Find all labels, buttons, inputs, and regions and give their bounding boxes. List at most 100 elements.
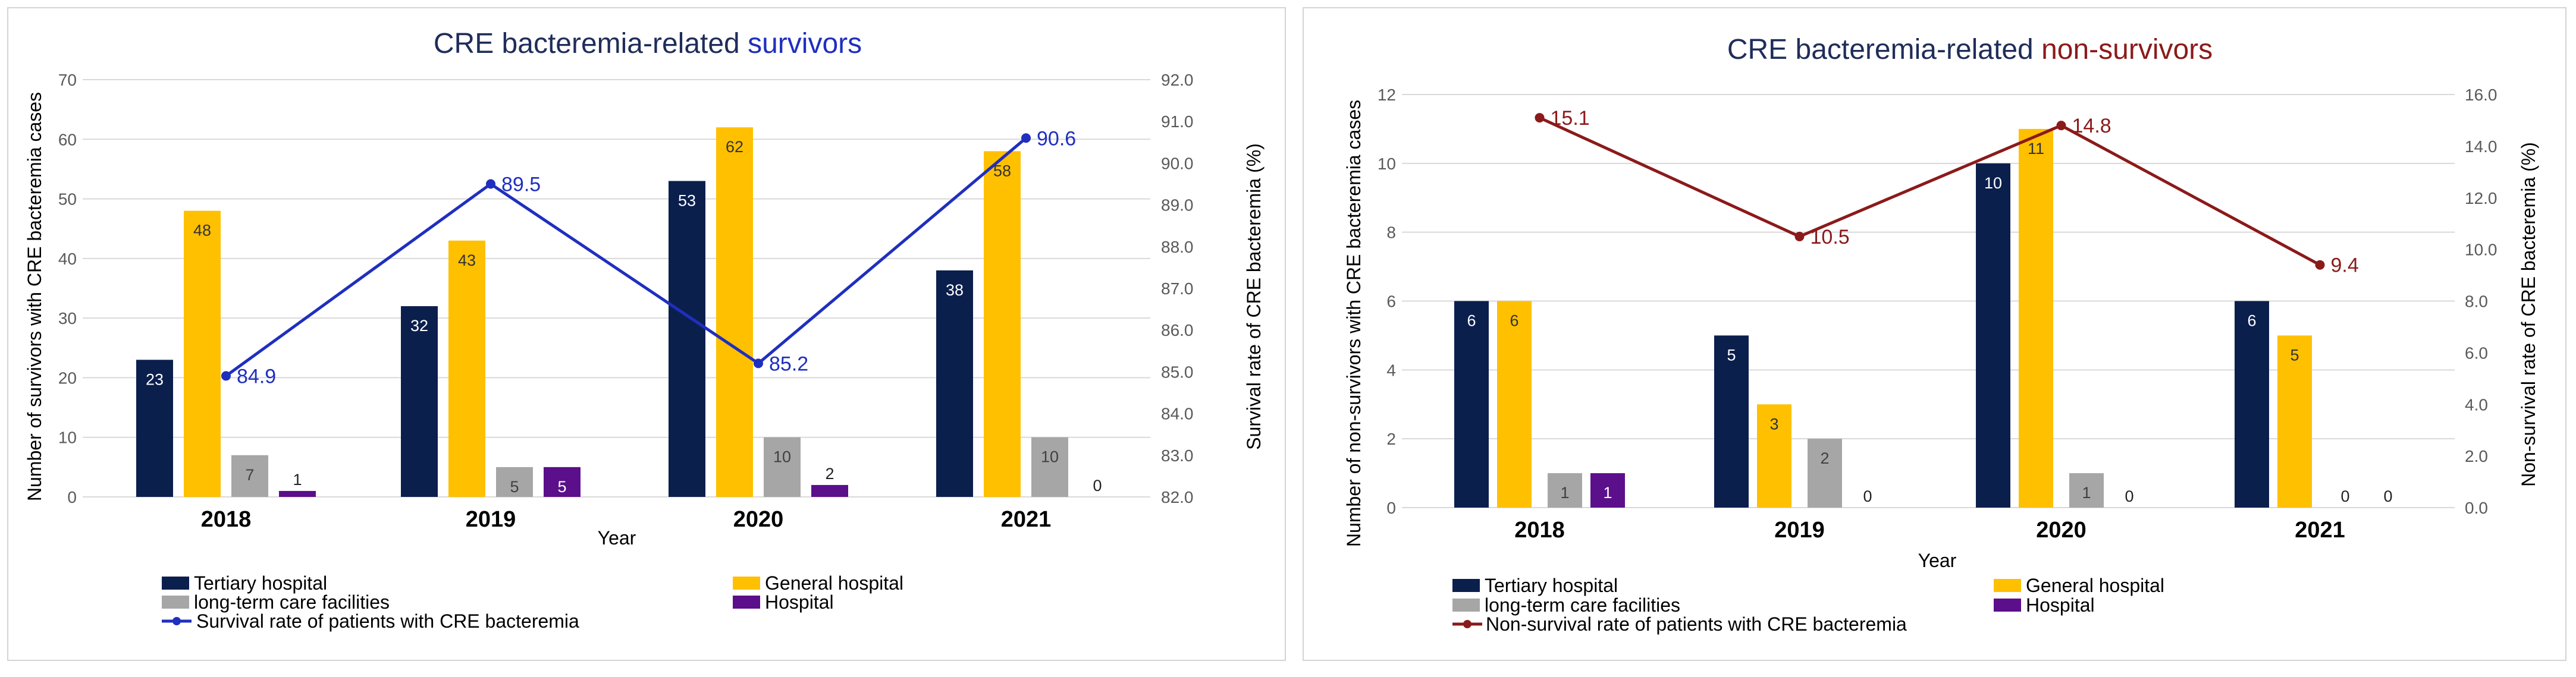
bar-longterm <box>231 455 268 497</box>
y2-tick-label: 90.0 <box>1161 154 1194 172</box>
legend-swatch-hospital <box>733 596 760 609</box>
y-tick-label: 12 <box>1378 86 1396 104</box>
y2-tick-label: 84.0 <box>1161 405 1194 423</box>
bar-value-label: 10 <box>1984 174 2002 192</box>
y-tick-label: 10 <box>58 429 77 447</box>
rate-marker <box>1794 231 1805 241</box>
chart-title-highlight: survivors <box>748 28 862 59</box>
bar-value-label: 7 <box>245 466 254 484</box>
y2-tick-label: 14.0 <box>2465 137 2497 156</box>
y2-tick-label: 91.0 <box>1161 112 1194 131</box>
rate-value-label: 10.5 <box>1811 226 1850 248</box>
legend-marker-survival <box>172 617 181 625</box>
chart-title-plain: CRE bacteremia-related <box>1727 34 2041 65</box>
non-survivors-chart: CRE bacteremia-related non-survivors 0 2 4… <box>1343 34 2539 635</box>
rate-marker <box>2056 121 2066 131</box>
bar-value-label: 1 <box>1560 484 1569 502</box>
bar-value-label: 6 <box>2247 312 2256 330</box>
bar-value-label: 3 <box>1769 415 1778 433</box>
rate-marker <box>1535 113 1545 123</box>
bar-value-label: 1 <box>293 471 302 489</box>
y-tick-label: 6 <box>1386 292 1396 311</box>
rate-marker <box>2315 260 2325 270</box>
y2-tick-label: 2.0 <box>2465 447 2488 465</box>
y2-tick-label: 16.0 <box>2465 86 2497 104</box>
bar-longterm <box>1031 437 1068 497</box>
legend-label-longterm: long-term care facilities <box>194 591 390 613</box>
bar-value-label: 2 <box>825 465 834 483</box>
bar-value-label: 32 <box>410 317 428 335</box>
bar-tertiary <box>136 360 173 497</box>
bar-value-label: 1 <box>2082 484 2091 502</box>
y-tick-label: 0 <box>67 488 77 506</box>
y2-tick-label: 88.0 <box>1161 238 1194 256</box>
y-tick-label: 20 <box>58 369 77 387</box>
chart-title-highlight: non-survivors <box>2041 34 2213 65</box>
bar-value-label: 48 <box>193 222 211 240</box>
x-tick-label: 2020 <box>733 507 784 532</box>
bar-value-label: 5 <box>2290 346 2299 364</box>
bar-value-label: 1 <box>1603 484 1612 502</box>
legend-label-hospital: Hospital <box>765 591 834 613</box>
y-tick-label: 30 <box>58 309 77 328</box>
legend-label-hospital: Hospital <box>2026 594 2095 616</box>
rate-value-label: 85.2 <box>769 352 808 375</box>
bar-value-label: 0 <box>2340 487 2349 505</box>
bar-general <box>2019 128 2053 508</box>
bar-value-label: 6 <box>1510 312 1518 330</box>
survivors-chart-panel: CRE bacteremia-related survivors 0 10 20 30… <box>7 7 1286 661</box>
bar-tertiary <box>2235 301 2269 508</box>
bar-value-label: 5 <box>557 478 566 496</box>
y-tick-label: 40 <box>58 250 77 268</box>
bar-tertiary <box>936 270 973 497</box>
rate-marker <box>1021 133 1031 143</box>
y2-tick-label: 0.0 <box>2465 499 2488 517</box>
bar-value-label: 0 <box>2125 487 2133 505</box>
bar-hospital <box>544 467 581 497</box>
bar-value-label: 2 <box>1820 449 1829 467</box>
legend-label-longterm: long-term care facilities <box>1485 594 1680 616</box>
bar-value-label: 5 <box>510 478 519 496</box>
bar-general <box>1497 301 1532 508</box>
bar-value-label: 38 <box>946 281 964 299</box>
rate-value-label: 15.1 <box>1551 107 1590 130</box>
rate-value-label: 14.8 <box>2072 115 2111 137</box>
y2-tick-label: 12.0 <box>2465 189 2497 207</box>
chart-title-plain: CRE bacteremia-related <box>434 28 748 59</box>
legend-swatch-tertiary <box>1452 579 1480 592</box>
y-tick-label: 0 <box>1386 499 1396 517</box>
legend: Tertiary hospital General hospital long-… <box>162 572 903 632</box>
y2-tick-label: 87.0 <box>1161 279 1194 298</box>
bar-value-label: 0 <box>1093 477 1102 495</box>
bar-value-label: 10 <box>1041 448 1059 466</box>
y-tick-label: 10 <box>1378 155 1396 173</box>
bar-tertiary <box>1714 335 1749 508</box>
y-tick-label: 2 <box>1386 430 1396 448</box>
y2-tick-label: 83.0 <box>1161 446 1194 465</box>
bar-general <box>2277 335 2312 508</box>
rate-marker <box>221 371 231 381</box>
x-tick-label: 2018 <box>201 507 252 532</box>
bar-general <box>448 240 485 497</box>
bar-longterm <box>2069 473 2104 508</box>
legend-swatch-longterm <box>162 596 189 609</box>
x-tick-label: 2018 <box>1514 518 1565 543</box>
bar-tertiary <box>401 306 438 497</box>
bar-longterm <box>1548 473 1582 508</box>
y2-axis-label: Non-survival rate of CRE bacteremia (%) <box>2518 142 2539 487</box>
bar-hospital <box>1590 473 1625 508</box>
legend-swatch-longterm <box>1452 599 1480 612</box>
x-tick-label: 2020 <box>2036 518 2086 543</box>
bar-tertiary <box>1454 301 1489 508</box>
x-tick-label: 2019 <box>1774 518 1825 543</box>
y2-tick-label: 85.0 <box>1161 363 1194 381</box>
y-tick-label: 8 <box>1386 223 1396 242</box>
x-tick-label: 2021 <box>1001 507 1052 532</box>
bar-value-label: 11 <box>2028 140 2044 158</box>
survivors-chart: CRE bacteremia-related survivors 0102030… <box>24 28 1265 632</box>
rate-marker <box>754 358 763 369</box>
bar-value-label: 23 <box>146 370 164 388</box>
bar-hospital <box>811 484 848 497</box>
y-axis-label: Number of non-survivors with CRE bactere… <box>1343 100 1364 547</box>
legend: Tertiary hospital General hospital long-… <box>1452 575 2164 635</box>
